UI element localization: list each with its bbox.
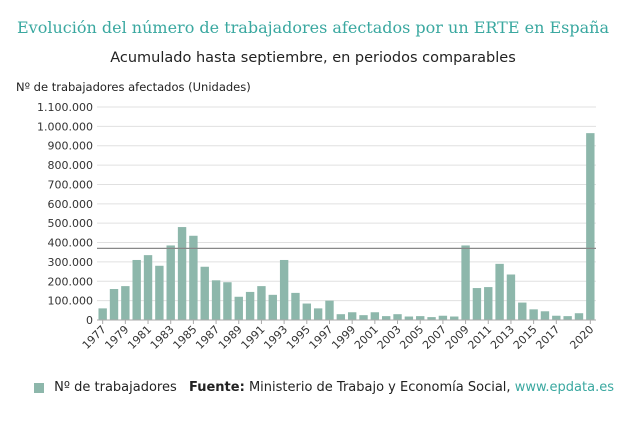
y-tick-label: 700.000 xyxy=(48,178,94,191)
source-credit: Fuente: Ministerio de Trabajo y Economía… xyxy=(189,380,614,395)
x-tick-label: 2009 xyxy=(443,323,472,352)
bar[interactable] xyxy=(245,291,255,320)
bar[interactable] xyxy=(484,287,493,320)
bar[interactable] xyxy=(336,314,346,320)
x-tick-label: 2011 xyxy=(465,323,494,352)
x-tick-label: 2005 xyxy=(397,323,426,352)
x-tick-label: 1983 xyxy=(148,323,177,352)
source-text: Ministerio de Trabajo y Economía Social, xyxy=(248,380,511,395)
y-tick-label: 0 xyxy=(86,314,93,327)
y-tick-label: 900.000 xyxy=(48,140,94,153)
chart-footer: Nº de trabajadores Fuente: Ministerio de… xyxy=(34,380,614,395)
chart-title: Evolución del número de trabajadores afe… xyxy=(17,18,609,37)
x-tick-label: 2007 xyxy=(420,323,449,352)
x-tick-label: 2015 xyxy=(511,323,540,352)
bar[interactable] xyxy=(155,265,164,320)
x-tick-label: 1981 xyxy=(125,323,154,352)
x-tick-label: 1977 xyxy=(80,323,109,352)
x-tick-label: 2017 xyxy=(533,323,562,352)
bar[interactable] xyxy=(302,303,312,320)
x-tick-label: 1979 xyxy=(102,323,131,352)
bar[interactable] xyxy=(177,227,187,320)
bar[interactable] xyxy=(211,280,221,320)
bar[interactable] xyxy=(416,316,425,320)
y-tick-label: 600.000 xyxy=(48,198,94,211)
y-tick-label: 800.000 xyxy=(48,159,94,172)
y-tick-label: 400.000 xyxy=(48,237,94,250)
bar[interactable] xyxy=(189,235,198,320)
bar[interactable] xyxy=(438,315,448,320)
bar[interactable] xyxy=(506,274,516,320)
bar[interactable] xyxy=(223,282,232,320)
bars xyxy=(98,133,595,320)
bar[interactable] xyxy=(427,317,436,320)
x-tick-label: 2001 xyxy=(352,323,381,352)
bar[interactable] xyxy=(495,263,504,320)
y-tick-label: 1.000.000 xyxy=(37,120,93,133)
x-tick-label: 1993 xyxy=(261,323,290,352)
bar[interactable] xyxy=(166,245,175,320)
axes xyxy=(97,247,596,324)
bar[interactable] xyxy=(98,308,107,320)
bar[interactable] xyxy=(291,292,300,320)
bar[interactable] xyxy=(325,300,334,320)
bar[interactable] xyxy=(257,286,266,320)
x-tick-labels: 1977197919811983198519871989199119931995… xyxy=(80,323,597,352)
bar[interactable] xyxy=(540,311,550,320)
bar[interactable] xyxy=(381,316,391,320)
bar[interactable] xyxy=(109,289,119,320)
x-tick-label: 1991 xyxy=(239,323,268,352)
bar[interactable] xyxy=(234,296,243,320)
bar[interactable] xyxy=(279,259,289,320)
bar[interactable] xyxy=(586,133,595,320)
bar[interactable] xyxy=(143,255,153,320)
y-tick-label: 1.100.000 xyxy=(37,101,93,114)
y-tick-label: 100.000 xyxy=(48,295,94,308)
y-axis-label: Nº de trabajadores afectados (Unidades) xyxy=(16,80,251,94)
y-tick-label: 500.000 xyxy=(48,217,94,230)
bar[interactable] xyxy=(472,288,482,320)
x-tick-label: 2020 xyxy=(567,323,596,352)
bar[interactable] xyxy=(563,316,572,320)
x-tick-label: 1997 xyxy=(307,323,336,352)
bar[interactable] xyxy=(404,316,414,320)
bar[interactable] xyxy=(313,308,323,320)
x-tick-label: 1987 xyxy=(193,323,222,352)
y-tick-label: 300.000 xyxy=(48,256,94,269)
x-tick-label: 1989 xyxy=(216,323,245,352)
y-tick-labels: 0 100.000 200.000 300.000 400.000 500.000 600.… xyxy=(37,101,93,327)
x-tick-label: 2013 xyxy=(488,323,517,352)
x-tick-label: 2003 xyxy=(375,323,404,352)
bar[interactable] xyxy=(574,313,584,320)
bar[interactable] xyxy=(552,315,561,320)
x-tick-label: 1995 xyxy=(284,323,313,352)
x-tick-label: 1999 xyxy=(329,323,358,352)
bar[interactable] xyxy=(347,312,357,320)
chart-subtitle: Acumulado hasta septiembre, en periodos … xyxy=(110,50,516,66)
y-tick-label: 200.000 xyxy=(48,275,94,288)
bar[interactable] xyxy=(370,312,380,320)
bar[interactable] xyxy=(450,316,459,320)
bar[interactable] xyxy=(121,286,130,320)
source-label: Fuente: xyxy=(189,380,245,395)
x-tick-label: 1985 xyxy=(171,323,200,352)
legend-label: Nº de trabajadores xyxy=(54,380,177,395)
bar[interactable] xyxy=(529,309,538,320)
bar[interactable] xyxy=(518,302,527,320)
bar[interactable] xyxy=(268,294,277,320)
source-link[interactable]: www.epdata.es xyxy=(514,380,614,395)
bar[interactable] xyxy=(200,266,209,320)
legend-swatch xyxy=(34,382,44,393)
bar[interactable] xyxy=(359,315,368,320)
bar[interactable] xyxy=(461,245,470,320)
bar[interactable] xyxy=(393,314,402,320)
bar[interactable] xyxy=(132,259,141,320)
